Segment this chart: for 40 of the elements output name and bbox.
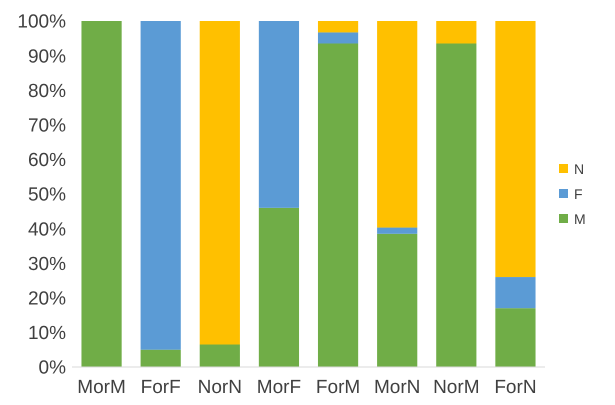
bar: [318, 32, 358, 44]
bar: [318, 21, 358, 32]
y-tick-label: 90%: [28, 46, 66, 68]
bar: [318, 43, 358, 367]
x-tick-label: MorN: [374, 377, 420, 398]
legend-label: F: [574, 186, 583, 202]
bar: [495, 277, 536, 308]
y-tick-label: 10%: [28, 323, 66, 344]
x-tick-label: ForF: [140, 377, 181, 398]
bar: [436, 21, 476, 44]
y-tick-label: 50%: [28, 184, 66, 206]
bar: [140, 21, 181, 350]
y-tick-label: 70%: [28, 115, 66, 136]
bar: [495, 308, 536, 367]
bar: [258, 21, 300, 208]
bar: [140, 350, 181, 367]
y-tick-label: 60%: [28, 150, 66, 172]
y-tick-label: 0%: [38, 358, 66, 379]
x-tick-label: MorF: [256, 377, 302, 398]
y-tick-label: 20%: [28, 288, 66, 310]
legend-label: N: [574, 160, 584, 177]
y-tick-label: 40%: [28, 219, 66, 240]
y-tick-label: 80%: [28, 80, 66, 102]
bar: [200, 21, 240, 345]
bar: [377, 228, 418, 234]
x-tick-label: NorM: [433, 377, 480, 398]
x-tick-label: NorN: [198, 377, 242, 398]
legend-label: M: [574, 210, 586, 227]
bar: [377, 21, 418, 228]
bar: [436, 43, 476, 367]
bar: [377, 234, 418, 367]
bar: [258, 208, 300, 367]
x-tick-label: ForN: [494, 377, 537, 398]
x-tick-label: MorM: [77, 377, 126, 398]
bar: [81, 21, 122, 367]
bar: [495, 21, 536, 278]
y-tick-label: 30%: [28, 254, 66, 275]
y-tick-label: 100%: [17, 12, 66, 33]
bar: [200, 344, 240, 367]
x-tick-label: ForM: [316, 377, 360, 398]
